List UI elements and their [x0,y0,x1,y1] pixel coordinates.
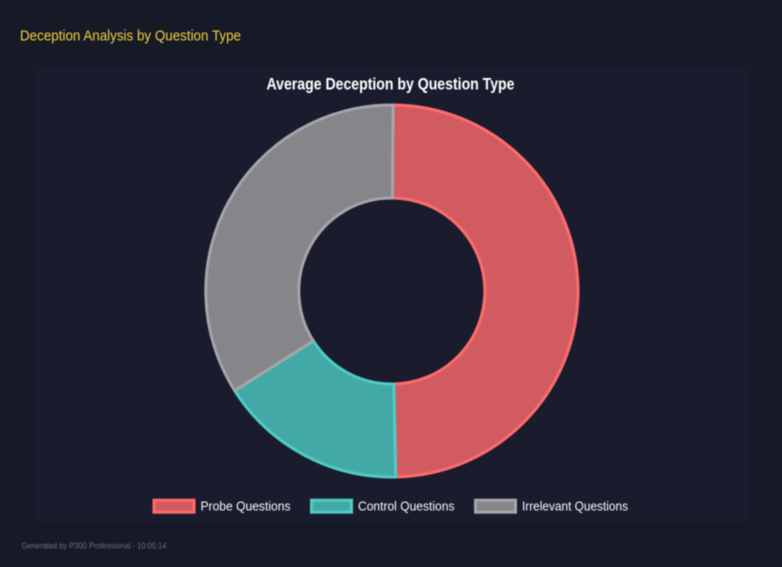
svg-text:Irrelevant Questions: Irrelevant Questions [522,500,628,514]
svg-text:Control Questions: Control Questions [358,500,455,514]
svg-text:Probe Questions: Probe Questions [201,500,291,514]
svg-text:Average Deception by Question: Average Deception by Question Type [267,75,515,93]
svg-text:Generated by P300 Professional: Generated by P300 Professional - 10:05:1… [22,541,167,550]
svg-text:Deception Analysis by Question: Deception Analysis by Question Type [20,29,241,45]
